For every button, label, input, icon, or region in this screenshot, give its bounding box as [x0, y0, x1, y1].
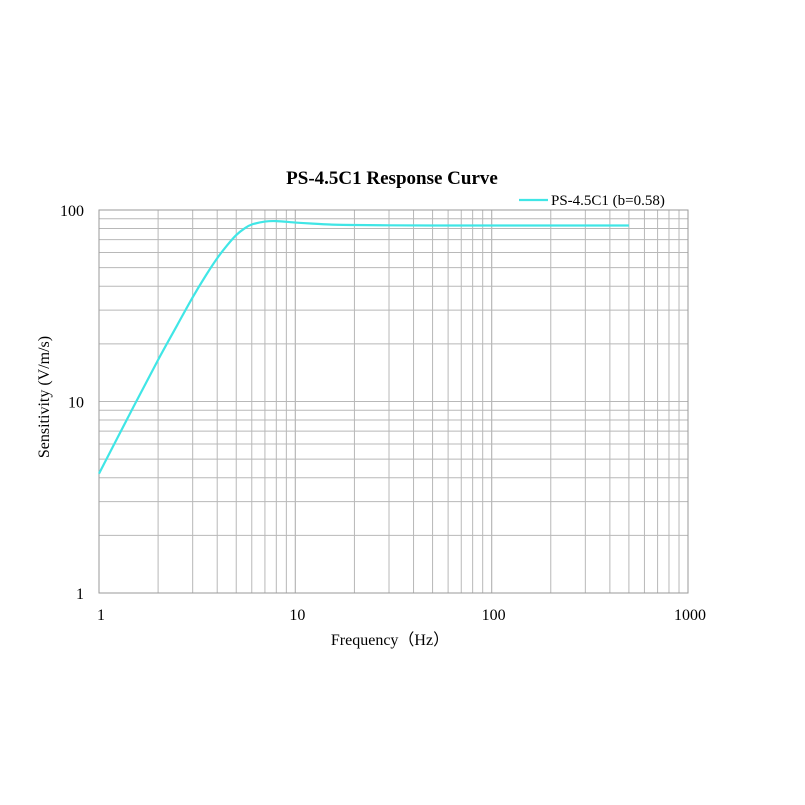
- x-axis-label: Frequency（Hz）: [331, 631, 449, 649]
- x-axis-ticks: 1 10 100 1000: [97, 607, 706, 624]
- chart-title: PS-4.5C1 Response Curve: [286, 168, 498, 189]
- y-tick-label: 1: [76, 586, 84, 603]
- legend: PS-4.5C1 (b=0.58): [519, 193, 665, 209]
- x-tick-label: 1000: [674, 607, 706, 624]
- plot-area: [98, 209, 689, 594]
- y-axis-label: Sensitivity (V/m/s): [36, 336, 53, 458]
- x-tick-label: 1: [97, 607, 105, 624]
- x-tick-label: 10: [289, 607, 305, 624]
- series-line-ps-4-5c1: [98, 219, 629, 475]
- x-tick-label: 100: [482, 607, 506, 624]
- y-axis-ticks: 1 10 100: [60, 203, 84, 603]
- y-tick-label: 100: [60, 203, 84, 220]
- legend-label: PS-4.5C1 (b=0.58): [551, 193, 665, 209]
- y-tick-label: 10: [68, 395, 84, 412]
- grid: [98, 209, 689, 594]
